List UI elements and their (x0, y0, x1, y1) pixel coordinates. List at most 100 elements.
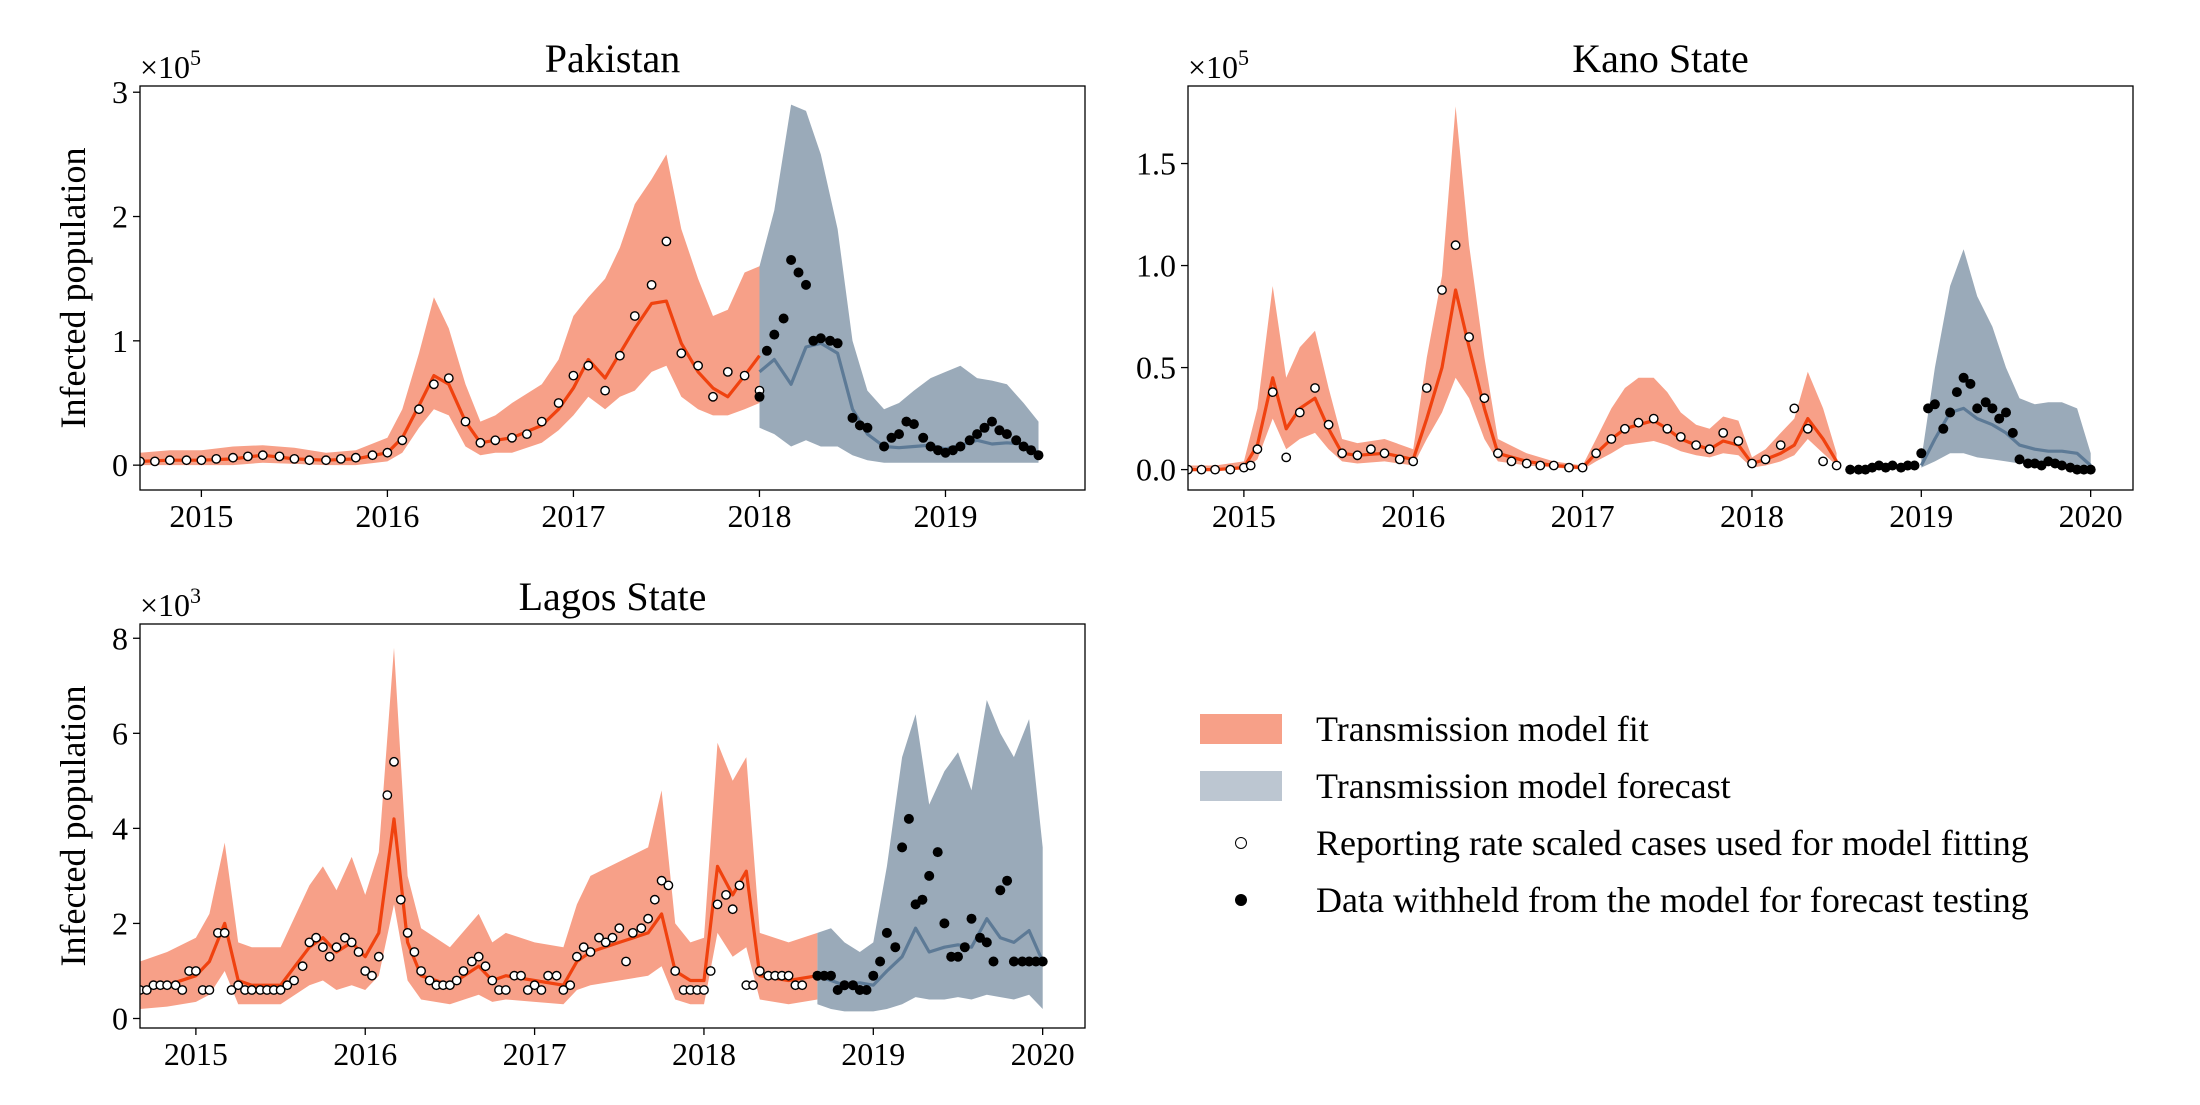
pakistan-fitting-point (350, 452, 361, 463)
lagos-plot-area (140, 647, 1048, 1012)
lagos-withheld-point (839, 980, 850, 991)
pakistan-withheld-point (815, 333, 826, 344)
kano-fitting-point (1196, 464, 1207, 475)
kano-withheld-point (2001, 407, 2011, 418)
lagos-fitting-point (395, 894, 406, 905)
kano-fitting-point (1606, 434, 1617, 444)
pakistan-withheld-point (908, 419, 919, 430)
kano-fitting-point (1747, 458, 1757, 469)
lagos-fitting-point (578, 942, 589, 953)
lagos-withheld-point (995, 885, 1006, 896)
kano-withheld-point (1916, 448, 1927, 459)
kano-withheld-point (1994, 413, 2005, 424)
lagos-fitting-point (458, 966, 469, 976)
lagos-withheld-point (932, 847, 943, 858)
pakistan-x-tick-label: 2016 (355, 498, 419, 534)
lagos-fitting-point (331, 942, 342, 953)
kano-fitting-point (1775, 440, 1786, 450)
pakistan-withheld-point (854, 420, 865, 431)
lagos-fitting-point (754, 966, 765, 976)
pakistan-fitting-point (583, 360, 594, 371)
lagos-x-tick-label: 2019 (841, 1036, 905, 1072)
lagos-fitting-point (382, 790, 393, 801)
pakistan-axes-frame (139, 85, 1086, 491)
kano-withheld-point (1958, 372, 1969, 383)
kano-withheld-point (1965, 378, 1976, 389)
pakistan-fitting-point (414, 404, 424, 415)
kano-withheld-point (1945, 407, 1956, 418)
pakistan-forecast-band (759, 104, 1039, 463)
fit-band-swatch (1200, 713, 1282, 744)
lagos-fitting-point (636, 923, 647, 934)
kano-withheld-point (2085, 464, 2096, 475)
kano-fitting-point (1620, 423, 1630, 434)
lagos-fitting-point (444, 980, 455, 991)
lagos-withheld-point (868, 970, 879, 981)
kano-x-tick-label: 2018 (1720, 498, 1784, 534)
kano-fitting-point (1267, 387, 1278, 397)
filled-circle-marker-icon (1235, 893, 1247, 906)
pakistan-y-tick-label: 2 (112, 199, 128, 235)
lagos-fitting-point (536, 985, 547, 995)
lagos-fitting-point (416, 966, 426, 976)
pakistan-withheld-point (894, 429, 904, 440)
lagos-fitting-point (190, 966, 201, 976)
kano-fitting-point (1352, 450, 1363, 461)
lagos-x-tick-label: 2015 (164, 1036, 228, 1072)
lagos-fitting-point (705, 966, 716, 976)
lagos-fitting-point (346, 937, 357, 948)
lagos-withheld-point (1008, 956, 1019, 967)
pakistan-withheld-point (1018, 441, 1029, 452)
lagos-y-axis-label: Infected population (53, 686, 93, 967)
pakistan-fitting-point (321, 455, 331, 466)
kano-withheld-point (1929, 399, 1940, 410)
kano-fitting-point (1633, 417, 1644, 428)
pakistan-fitting-point (289, 453, 300, 464)
kano-y-tick-label: 1.0 (1136, 248, 1176, 284)
lagos-withheld-point (939, 918, 950, 929)
legend-swatch-fitting-cases (1200, 828, 1282, 858)
kano-withheld-point (1987, 403, 1998, 414)
lagos-fitting-point (204, 985, 215, 995)
lagos-withheld-point (924, 870, 935, 881)
lagos-fitting-point (304, 937, 315, 948)
pakistan-fitting-point (443, 373, 454, 383)
lagos-fitting-point (712, 899, 723, 910)
kano-fitting-point (1675, 431, 1686, 442)
pakistan-withheld-point (987, 416, 997, 427)
open-circle-marker-icon (1235, 836, 1247, 849)
kano-withheld-point (2014, 454, 2025, 465)
lagos-x-tick-label: 2016 (333, 1036, 397, 1072)
kano-fitting-point (1225, 464, 1236, 475)
lagos-fitting-point (324, 951, 335, 962)
lagos-fitting-point (424, 975, 435, 986)
pakistan-fitting-point (646, 279, 657, 290)
lagos-fitting-point (170, 980, 181, 991)
lagos-x-tick-label: 2017 (503, 1036, 567, 1072)
legend-label-forecast: Transmission model forecast (1316, 765, 1731, 806)
lagos-fitting-point (621, 956, 631, 967)
kano-fit-band (1188, 106, 1837, 470)
lagos-fitting-point (233, 980, 244, 991)
kano-fitting-point (1648, 413, 1659, 424)
lagos-fitting-point (748, 980, 758, 991)
lagos-withheld-point (826, 970, 836, 981)
lagos-fitting-point (389, 756, 399, 767)
pakistan-fitting-point (536, 416, 547, 427)
pakistan-fitting-point (257, 450, 268, 461)
legend-label-withheld: Data withheld from the model for forecas… (1316, 879, 2029, 920)
lagos-withheld-point (861, 985, 872, 995)
pakistan-withheld-point (847, 412, 858, 423)
kano-fitting-point (1365, 444, 1376, 455)
pakistan-withheld-point (947, 445, 958, 456)
kano-withheld-point (1980, 397, 1991, 408)
pakistan-fitting-point (615, 350, 625, 361)
pakistan-fitting-point (382, 447, 393, 458)
kano-fitting-point (1831, 460, 1842, 471)
pakistan-axis-multiplier: ×105 (140, 45, 201, 85)
lagos-fitting-point (663, 880, 674, 891)
pakistan-withheld-point (1033, 450, 1044, 461)
kano-axes-frame (1187, 85, 2134, 491)
pakistan-withheld-point (754, 391, 765, 402)
pakistan-fitting-point (242, 451, 253, 462)
